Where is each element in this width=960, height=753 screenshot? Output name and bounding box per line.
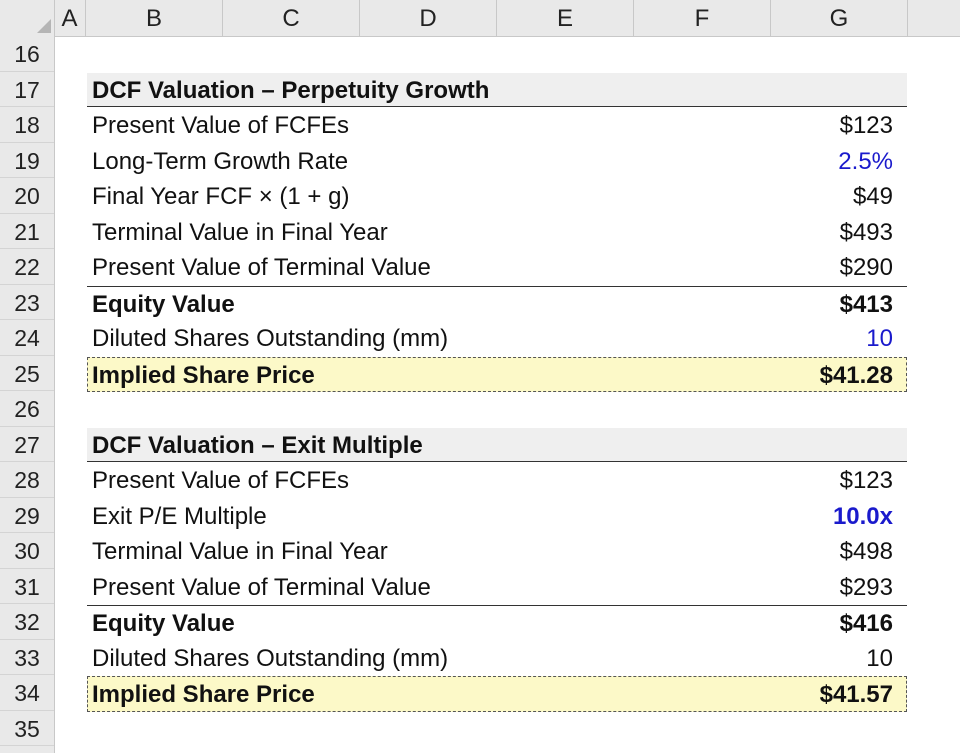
row-value: 10.0x xyxy=(832,502,893,530)
table-row[interactable]: Present Value of FCFEs $123 xyxy=(87,463,907,499)
row-label: Present Value of FCFEs xyxy=(92,467,349,494)
column-header-bar: A B C D E F G xyxy=(0,0,960,37)
row-value: $49 xyxy=(852,183,893,210)
row-header[interactable]: 29 xyxy=(0,498,54,533)
table-row[interactable]: Equity Value $416 xyxy=(87,605,907,641)
row-header[interactable]: 28 xyxy=(0,462,54,498)
row-header[interactable]: 24 xyxy=(0,320,54,356)
row-header[interactable]: 22 xyxy=(0,249,54,285)
row-label: Terminal Value in Final Year xyxy=(92,538,388,565)
column-header-g[interactable]: G xyxy=(771,0,908,36)
row-value: $293 xyxy=(839,573,893,601)
table-row[interactable]: Present Value of Terminal Value $290 xyxy=(87,250,907,286)
row-header[interactable]: 31 xyxy=(0,569,54,604)
row-header[interactable]: 25 xyxy=(0,356,54,391)
row-label: Present Value of Terminal Value xyxy=(92,573,431,601)
row-value: 10 xyxy=(866,325,893,352)
row-value: $41.57 xyxy=(819,681,893,708)
row-value: $416 xyxy=(839,610,893,637)
cell-grid[interactable]: DCF Valuation – Perpetuity Growth Presen… xyxy=(55,37,960,753)
row-value: $498 xyxy=(839,538,893,565)
row-value: $41.28 xyxy=(819,361,893,389)
row-label: Diluted Shares Outstanding (mm) xyxy=(92,644,449,672)
implied-share-price-row[interactable]: Implied Share Price $41.28 xyxy=(87,356,907,392)
table-row[interactable]: Present Value of Terminal Value $293 xyxy=(87,570,907,606)
row-label: Equity Value xyxy=(92,290,235,318)
section-title-text: DCF Valuation – Perpetuity Growth xyxy=(92,76,490,104)
table-row[interactable]: Diluted Shares Outstanding (mm) 10 xyxy=(87,321,907,357)
table-row[interactable]: Terminal Value in Final Year $498 xyxy=(87,534,907,570)
row-header[interactable]: 23 xyxy=(0,285,54,320)
row-value: $123 xyxy=(839,467,893,494)
row-header[interactable]: 17 xyxy=(0,72,54,107)
row-header[interactable]: 35 xyxy=(0,711,54,746)
row-header[interactable]: 16 xyxy=(0,36,54,72)
table-row[interactable]: Final Year FCF × (1 + g) $49 xyxy=(87,179,907,215)
row-header[interactable]: 30 xyxy=(0,533,54,569)
row-label: Present Value of Terminal Value xyxy=(92,254,431,281)
row-value: $123 xyxy=(839,112,893,139)
column-header-f[interactable]: F xyxy=(634,0,771,36)
row-header[interactable]: 19 xyxy=(0,143,54,178)
column-header-a[interactable]: A xyxy=(54,0,86,36)
table-row[interactable]: Exit P/E Multiple 10.0x xyxy=(87,499,907,535)
table-row[interactable]: Terminal Value in Final Year $493 xyxy=(87,215,907,251)
row-label: Diluted Shares Outstanding (mm) xyxy=(92,325,449,352)
row-value: 2.5% xyxy=(838,147,893,175)
row-header-bar: 16 17 18 19 20 21 22 23 24 25 26 27 28 2… xyxy=(0,36,55,753)
row-label: Long-Term Growth Rate xyxy=(92,147,349,175)
column-header-c[interactable]: C xyxy=(223,0,360,36)
row-label: Equity Value xyxy=(92,610,235,637)
column-header-d[interactable]: D xyxy=(360,0,497,36)
row-value: $290 xyxy=(839,254,893,281)
table-row[interactable]: Present Value of FCFEs $123 xyxy=(87,108,907,144)
row-header[interactable]: 18 xyxy=(0,107,54,143)
row-value: 10 xyxy=(866,644,893,672)
column-header-e[interactable]: E xyxy=(497,0,634,36)
row-header[interactable]: 33 xyxy=(0,640,54,675)
row-label: Present Value of FCFEs xyxy=(92,112,349,139)
row-header[interactable]: 32 xyxy=(0,604,54,640)
select-all-triangle-icon xyxy=(37,19,51,33)
section-title-perpetuity[interactable]: DCF Valuation – Perpetuity Growth xyxy=(87,72,907,107)
row-header[interactable]: 27 xyxy=(0,427,54,462)
table-row[interactable]: Equity Value $413 xyxy=(87,285,907,322)
row-header[interactable]: 20 xyxy=(0,178,54,214)
row-value: $493 xyxy=(839,218,893,246)
section-title-text: DCF Valuation – Exit Multiple xyxy=(92,431,423,459)
row-header[interactable]: 34 xyxy=(0,675,54,711)
row-label: Exit P/E Multiple xyxy=(92,502,267,530)
row-label: Terminal Value in Final Year xyxy=(92,218,388,246)
row-label: Implied Share Price xyxy=(92,361,315,389)
implied-share-price-row[interactable]: Implied Share Price $41.57 xyxy=(87,676,907,712)
column-header-h[interactable] xyxy=(908,0,960,36)
row-value: $413 xyxy=(839,290,893,318)
row-label: Final Year FCF × (1 + g) xyxy=(92,183,350,210)
row-header[interactable]: 21 xyxy=(0,214,54,249)
select-all-corner[interactable] xyxy=(0,0,55,36)
table-row[interactable]: Long-Term Growth Rate 2.5% xyxy=(87,144,907,180)
column-header-b[interactable]: B xyxy=(86,0,223,36)
table-row[interactable]: Diluted Shares Outstanding (mm) 10 xyxy=(87,641,907,677)
section-title-exit-multiple[interactable]: DCF Valuation – Exit Multiple xyxy=(87,427,907,462)
row-label: Implied Share Price xyxy=(92,681,315,708)
row-header[interactable]: 26 xyxy=(0,391,54,427)
